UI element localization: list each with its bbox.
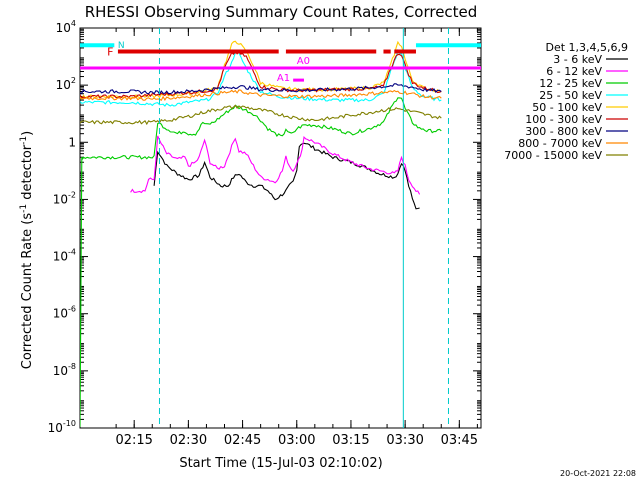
- y-tick-label: 102: [56, 76, 76, 92]
- series-line-800-7000keV: [80, 89, 442, 101]
- x-axis-label: Start Time (15-Jul-03 02:10:02): [179, 456, 382, 471]
- y-tick-label: 10-6: [53, 305, 76, 321]
- y-tick-label: 10-4: [53, 248, 76, 264]
- y-tick-label: 104: [56, 19, 76, 35]
- legend-label: 6 - 12 keV: [546, 65, 602, 78]
- legend-label: 12 - 25 keV: [539, 77, 602, 90]
- attenuator-a1-label: A1: [277, 73, 290, 84]
- attenuator-a0-label: A0: [297, 56, 310, 67]
- y-tick-label: 10-2: [53, 190, 76, 206]
- legend-label: 300 - 800 keV: [525, 125, 602, 138]
- legend-label: 3 - 6 keV: [553, 53, 602, 66]
- series-line-300-800keV: [80, 83, 442, 96]
- flare-flag-label: F: [107, 46, 113, 59]
- plot-area: 104 102 1 10-2 10-4 10-6 10-8 10-10 02:15 02:30 02…: [48, 19, 482, 448]
- legend-label: 100 - 300 keV: [525, 113, 602, 126]
- timestamp: 20-Oct-2021 22:08: [560, 469, 636, 478]
- y-tick-label: 10-8: [53, 362, 76, 378]
- chart-title: RHESSI Observing Summary Count Rates, Co…: [85, 3, 478, 21]
- plot-frame: [79, 27, 482, 429]
- series-line-3-6keV: [153, 142, 420, 210]
- series-line-6-12keV: [130, 135, 421, 195]
- series-line-50-100keV: [80, 40, 442, 99]
- legend-title: Det 1,3,4,5,6,9: [545, 41, 628, 54]
- y-axis-label: Corrected Count Rate (s-1 detector-1): [19, 131, 35, 369]
- legend-label: 50 - 100 keV: [532, 101, 602, 114]
- legend-label: 800 - 7000 keV: [518, 137, 602, 150]
- night-flag-label: N: [118, 41, 125, 51]
- y-tick-label: 1: [68, 135, 76, 149]
- series-line-25-50keV: [80, 48, 442, 107]
- series-line-12-25keV: [80, 97, 442, 427]
- x-tick-label: 02:45: [224, 433, 261, 448]
- series-line-7000-15000keV: [80, 104, 442, 126]
- y-tick-label: 10-10: [48, 419, 76, 435]
- x-tick-label: 03:30: [386, 433, 423, 448]
- x-tick-label: 03:15: [332, 433, 369, 448]
- legend-label: 25 - 50 keV: [539, 89, 602, 102]
- x-tick-label: 02:30: [170, 433, 207, 448]
- x-tick-label: 03:45: [441, 433, 478, 448]
- legend-label: 7000 - 15000 keV: [504, 149, 602, 162]
- series-group: NF A1 A0: [80, 28, 481, 428]
- series-line-100-300keV: [80, 50, 442, 100]
- x-tick-label: 03:00: [278, 433, 315, 448]
- x-tick-label: 02:15: [115, 433, 152, 448]
